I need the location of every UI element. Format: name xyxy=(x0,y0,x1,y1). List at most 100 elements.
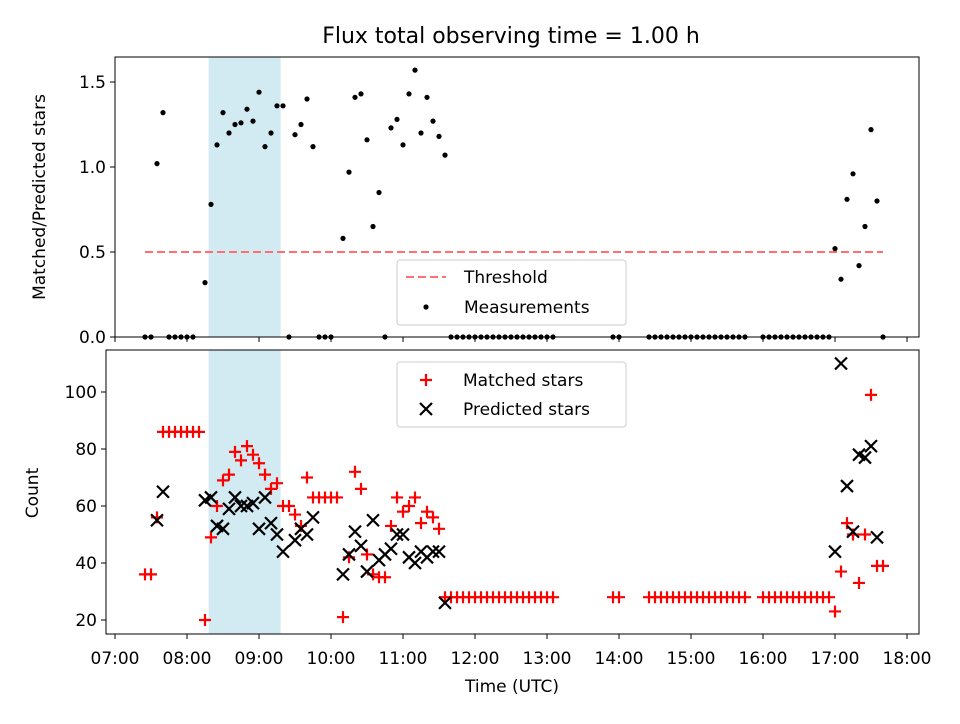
legend-threshold-label: Threshold xyxy=(463,268,548,288)
bottom-x-tick-label: 12:00 xyxy=(451,649,500,669)
matched-star-point xyxy=(421,505,433,518)
predicted-star-point xyxy=(252,522,266,536)
measurement-point xyxy=(856,263,862,269)
matched-star-point xyxy=(223,468,235,481)
predicted-star-point xyxy=(828,544,842,559)
measurement-point xyxy=(832,246,838,252)
predicted-star-point xyxy=(396,527,410,542)
measurement-point xyxy=(424,94,430,100)
measurement-point xyxy=(406,91,412,97)
predicted-star-point xyxy=(432,544,446,559)
predicted-star-point xyxy=(258,490,272,505)
matched-star-point xyxy=(217,474,229,487)
matched-star-point xyxy=(415,517,427,530)
predicted-star-point xyxy=(408,556,422,570)
top-highlight-span xyxy=(208,57,281,337)
bottom-panel: 20 40 60 80 100 07:00 08:00 09:00 10:00 11:00 12:… xyxy=(23,349,932,697)
matched-star-point xyxy=(379,571,391,584)
matched-star-point xyxy=(331,491,343,504)
bottom-x-tick-label: 15:00 xyxy=(667,649,716,669)
top-legend-box xyxy=(396,259,627,326)
legend-predicted-swatch xyxy=(419,402,433,416)
bottom-highlight-span xyxy=(208,350,281,634)
top-y-tick-label: 1.0 xyxy=(79,158,106,178)
bottom-y-ticks: 20 40 60 80 100 xyxy=(65,383,106,631)
matched-star-point xyxy=(289,508,301,521)
measurement-point xyxy=(862,223,868,230)
bottom-x-tick-label: 10:00 xyxy=(307,649,356,669)
measurement-point xyxy=(352,94,358,100)
matched-star-point xyxy=(349,465,361,478)
measurement-point xyxy=(358,91,364,97)
matched-star-point xyxy=(835,565,847,578)
predicted-star-point xyxy=(234,499,248,513)
measurement-point xyxy=(310,144,316,150)
measurement-point xyxy=(430,118,436,124)
bottom-x-tick-label: 08:00 xyxy=(163,649,212,669)
matched-star-point xyxy=(229,445,241,458)
measurement-point xyxy=(844,196,850,202)
measurement-point xyxy=(202,280,208,286)
measurement-point xyxy=(370,223,376,230)
predicted-star-point xyxy=(342,547,356,562)
top-y-tick-label: 0.5 xyxy=(79,243,106,263)
predicted-star-point xyxy=(216,522,230,536)
bottom-x-tick-label: 14:00 xyxy=(595,649,644,669)
measurement-point xyxy=(208,201,214,207)
measurement-point xyxy=(268,130,274,136)
matched-star-point xyxy=(355,482,367,495)
measurement-point xyxy=(256,89,262,95)
predicted-star-point xyxy=(336,567,350,582)
matched-star-point xyxy=(823,591,835,604)
measurement-point xyxy=(280,103,286,109)
matched-star-point xyxy=(397,505,409,518)
bottom-x-tick-label: 13:00 xyxy=(523,649,572,669)
matched-star-point xyxy=(547,591,559,604)
matched-star-point xyxy=(841,517,853,530)
predicted-star-point xyxy=(426,544,440,559)
measurement-point xyxy=(298,121,304,128)
matched-star-point xyxy=(361,548,373,561)
matched-star-point xyxy=(409,491,421,504)
top-legend: Threshold Measurements xyxy=(396,259,627,326)
matched-star-point xyxy=(199,614,211,626)
measurement-point xyxy=(394,116,400,122)
measurement-point xyxy=(850,171,856,177)
predicted-star-point xyxy=(834,356,848,371)
measurement-point xyxy=(274,103,280,109)
matched-star-point xyxy=(193,425,205,438)
measurement-point xyxy=(400,142,406,148)
measurement-point xyxy=(238,120,244,126)
bottom-x-tick-label: 09:00 xyxy=(235,649,284,669)
predicted-star-point xyxy=(384,541,398,556)
bottom-y-tick-label: 80 xyxy=(75,440,97,460)
matched-star-point xyxy=(283,500,295,512)
measurement-point xyxy=(838,276,844,282)
measurement-point xyxy=(418,130,424,136)
matched-star-point xyxy=(433,522,445,535)
measurement-point xyxy=(292,132,298,138)
matched-star-point xyxy=(391,491,403,504)
matched-star-point xyxy=(613,591,625,604)
matched-star-point xyxy=(205,531,217,544)
top-x-ticks xyxy=(114,337,908,342)
matched-star-point xyxy=(259,468,271,481)
matched-star-point xyxy=(271,477,283,490)
measurement-point xyxy=(250,118,256,124)
top-y-axis-label: Matched/Predicted stars xyxy=(30,94,50,300)
top-y-tick-label: 0.0 xyxy=(79,328,106,348)
legend-matched-label: Matched stars xyxy=(463,371,583,391)
matched-star-point xyxy=(337,611,349,624)
measurement-point xyxy=(412,67,418,73)
bottom-x-axis-label: Time (UTC) xyxy=(464,677,559,697)
legend-measurements-swatch xyxy=(423,304,429,310)
top-title: Flux total observing time = 1.00 h xyxy=(322,24,700,49)
measurement-point xyxy=(436,133,442,139)
measurement-point xyxy=(160,110,166,116)
matched-star-point xyxy=(739,591,751,604)
measurement-point xyxy=(340,235,346,241)
predicted-star-point xyxy=(846,524,860,539)
matched-star-point xyxy=(877,559,889,572)
bottom-legend: Matched stars Predicted stars xyxy=(396,361,627,428)
matched-star-point xyxy=(253,457,265,470)
